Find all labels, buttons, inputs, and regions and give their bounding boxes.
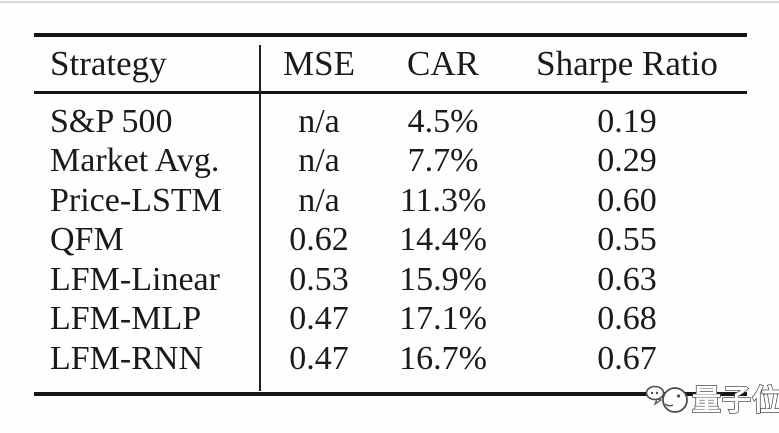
column-header-strategy: Strategy (50, 44, 167, 83)
table-row: S&P 500 n/a 4.5% 0.19 (34, 102, 747, 142)
cell-car: 15.9% (399, 260, 487, 298)
cell-mse: 0.62 (289, 221, 349, 259)
cell-mse: 0.47 (289, 339, 349, 377)
qbitai-watermark-label: 量子位 (691, 383, 779, 417)
table-bottom-rule (34, 391, 747, 396)
column-header-sharpe-ratio: Sharpe Ratio (536, 44, 718, 83)
table-row: LFM-Linear 0.53 15.9% 0.63 (34, 260, 747, 300)
qbitai-mascot-icon (645, 380, 689, 421)
cell-car: 11.3% (399, 181, 487, 219)
cell-strategy: Market Avg. (50, 142, 220, 180)
table-top-rule (34, 33, 747, 37)
cell-mse: n/a (298, 102, 340, 140)
cell-car: 7.7% (407, 142, 479, 180)
table-row: LFM-RNN 0.47 16.7% 0.67 (34, 339, 747, 379)
table-header-row: Strategy MSE CAR Sharpe Ratio (34, 37, 747, 91)
cell-strategy: LFM-MLP (50, 300, 202, 338)
cell-sharpe: 0.63 (597, 260, 657, 298)
results-table: Strategy MSE CAR Sharpe Ratio S&P 500 n/… (34, 33, 747, 396)
cell-sharpe: 0.19 (597, 102, 657, 140)
cell-mse: n/a (298, 181, 340, 219)
table-row: Price-LSTM n/a 11.3% 0.60 (34, 181, 747, 221)
qbitai-watermark: 量子位 (645, 380, 779, 421)
cell-strategy: LFM-Linear (50, 260, 220, 298)
cell-sharpe: 0.60 (597, 181, 657, 219)
cell-strategy: QFM (50, 221, 124, 259)
table-row: Market Avg. n/a 7.7% 0.29 (34, 142, 747, 182)
cell-sharpe: 0.67 (597, 339, 657, 377)
cell-mse: 0.47 (289, 300, 349, 338)
column-header-car: CAR (407, 44, 479, 83)
column-header-mse: MSE (283, 44, 355, 83)
cell-sharpe: 0.68 (597, 300, 657, 338)
cell-strategy: S&P 500 (50, 102, 173, 140)
cell-car: 4.5% (407, 102, 479, 140)
cell-mse: 0.53 (289, 260, 349, 298)
table-header-rule (34, 91, 747, 94)
cell-sharpe: 0.55 (597, 221, 657, 259)
cell-sharpe: 0.29 (597, 142, 657, 180)
table-row: QFM 0.62 14.4% 0.55 (34, 221, 747, 261)
cell-car: 16.7% (399, 339, 487, 377)
cell-mse: n/a (298, 142, 340, 180)
cell-car: 17.1% (399, 300, 487, 338)
cell-strategy: Price-LSTM (50, 181, 222, 219)
strategy-column-separator (259, 45, 261, 391)
page-top-divider (0, 1, 779, 3)
cell-strategy: LFM-RNN (50, 339, 204, 377)
table-row: LFM-MLP 0.47 17.1% 0.68 (34, 300, 747, 340)
cell-car: 14.4% (399, 221, 487, 259)
table-body: S&P 500 n/a 4.5% 0.19 Market Avg. n/a 7.… (34, 94, 747, 392)
